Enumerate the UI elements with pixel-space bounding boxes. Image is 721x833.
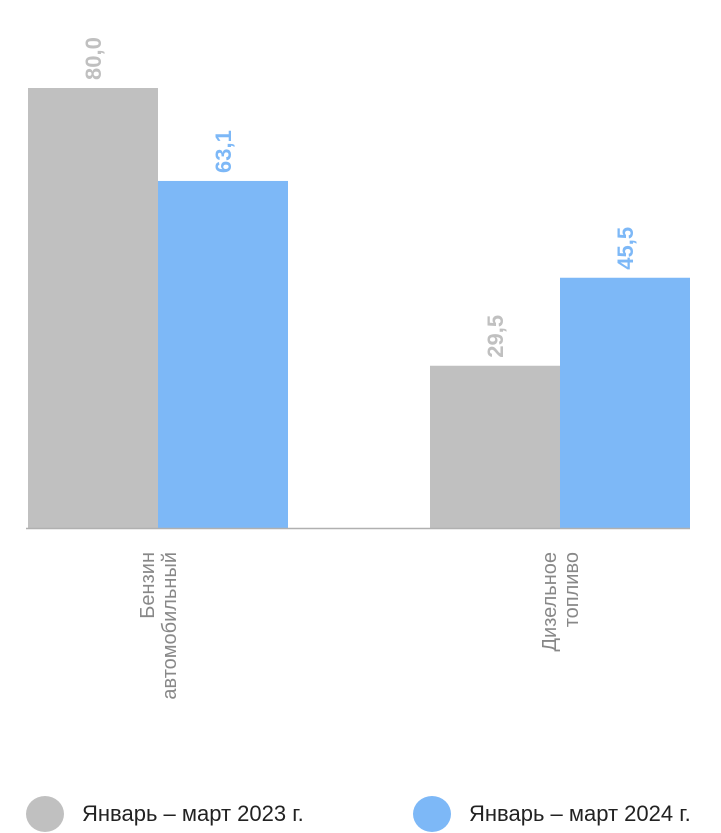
legend-item-2023: Январь – март 2023 г. [26, 796, 304, 832]
chart-legend: Январь – март 2023 г. Январь – март 2024… [0, 796, 721, 832]
category-label-benzin-line-2: автомобильный [159, 552, 181, 700]
category-label-benzin-line-1: Бензин [137, 552, 159, 619]
bar-chart: 80,0 29,5 63,1 45,5 Бензин автомобильный Дизел… [26, 37, 690, 700]
legend-item-2024: Январь – март 2024 г. [413, 796, 691, 832]
value-label-2024-diesel: 45,5 [613, 227, 638, 270]
bar-2023-diesel [430, 365, 560, 528]
value-label-2024-benzin: 63,1 [211, 130, 236, 173]
category-label-diesel-line-1: Дизельное [539, 552, 561, 652]
value-label-2023-benzin: 80,0 [81, 37, 106, 80]
category-label-diesel-line-2: топливо [561, 552, 583, 627]
value-label-2023-diesel: 29,5 [483, 315, 508, 358]
legend-swatch-2024 [413, 796, 451, 832]
bar-2023-benzin [28, 88, 158, 528]
bar-2024-diesel [560, 277, 690, 528]
legend-label-2023: Январь – март 2023 г. [82, 801, 304, 826]
legend-label-2024: Январь – март 2024 г. [469, 801, 691, 826]
bar-2024-benzin [158, 180, 288, 528]
legend-swatch-2023 [26, 796, 64, 832]
